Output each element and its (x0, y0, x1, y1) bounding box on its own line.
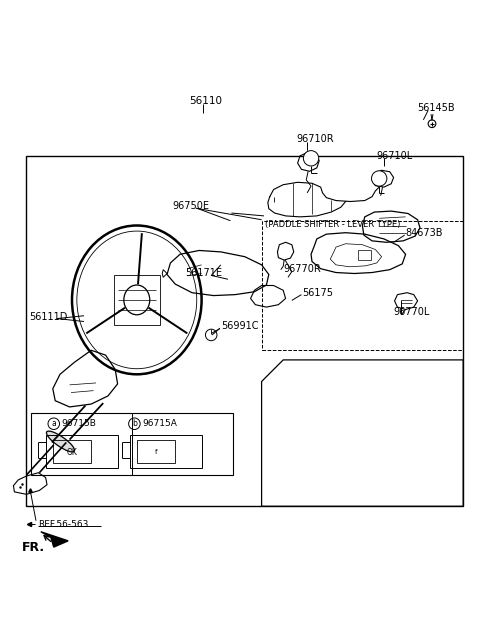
Text: 56171E: 56171E (185, 269, 222, 278)
Text: 84673B: 84673B (406, 228, 443, 238)
Text: 96770L: 96770L (394, 307, 430, 317)
Bar (130, 435, 202, 468)
Bar (46, 435, 118, 468)
Bar (53, 440, 91, 463)
Text: b: b (132, 419, 137, 428)
Text: a: a (309, 153, 313, 162)
Text: (PADDLE SHIFTER - LEVER TYPE): (PADDLE SHIFTER - LEVER TYPE) (265, 220, 401, 229)
Text: 96715B: 96715B (61, 419, 96, 428)
Bar (26, 156, 463, 506)
Text: b: b (377, 174, 382, 183)
Bar (358, 249, 371, 260)
Text: 96710L: 96710L (377, 151, 413, 161)
Ellipse shape (47, 431, 74, 452)
Text: 96750E: 96750E (173, 201, 210, 212)
Text: OK: OK (67, 448, 77, 457)
Text: 56175: 56175 (302, 287, 334, 298)
Text: 96710R: 96710R (297, 134, 334, 144)
Text: REF.56-563: REF.56-563 (38, 520, 89, 529)
Bar (114, 275, 160, 325)
Bar (137, 440, 175, 463)
Text: 56110: 56110 (190, 96, 223, 105)
Circle shape (303, 150, 319, 166)
Text: f: f (155, 449, 157, 455)
Text: 56145B: 56145B (418, 103, 455, 113)
Text: 56111D: 56111D (29, 312, 67, 322)
Text: 56991C: 56991C (221, 322, 258, 331)
Bar (262, 221, 463, 350)
Text: 96770R: 96770R (283, 264, 321, 274)
Text: FR.: FR. (22, 541, 45, 554)
Polygon shape (41, 532, 68, 547)
Text: 96715A: 96715A (142, 419, 177, 428)
Text: a: a (51, 419, 56, 428)
Circle shape (372, 171, 387, 186)
Bar (31, 413, 233, 475)
